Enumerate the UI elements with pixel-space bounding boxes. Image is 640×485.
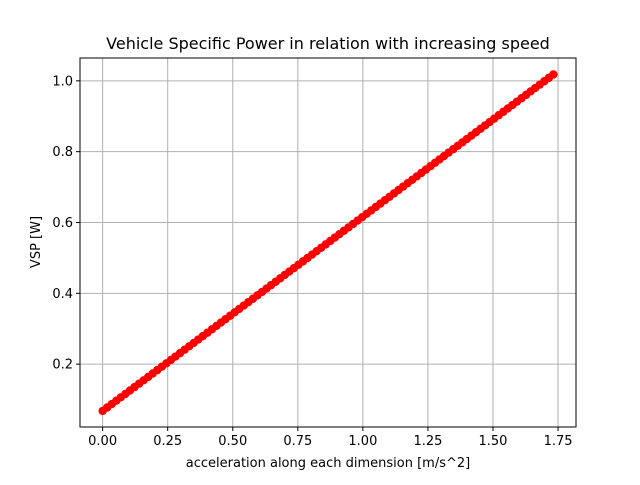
- x-tick-label: 1.00: [348, 434, 377, 449]
- grid-layer: [80, 58, 576, 427]
- x-axis-label: acceleration along each dimension [m/s^2…: [186, 456, 470, 471]
- x-tick-label: 1.50: [479, 434, 508, 449]
- x-tick-label: 0.25: [153, 434, 182, 449]
- x-tick-label: 0.75: [283, 434, 312, 449]
- y-tick-label: 0.6: [52, 216, 73, 231]
- y-tick-label: 1.0: [52, 74, 73, 89]
- x-tick-label: 0.50: [218, 434, 247, 449]
- y-axis-label: VSP [W]: [29, 216, 44, 268]
- tick-layer: 0.00 0.25 0.50 0.75 1.00 1.25 1.50 1.75 0.2 0.4 0.…: [52, 74, 572, 449]
- y-tick-label: 0.8: [52, 145, 73, 160]
- plot-frame: [79, 57, 577, 428]
- data-layer: [98, 70, 558, 416]
- x-tick-label: 1.75: [544, 434, 573, 449]
- y-tick-label: 0.4: [52, 287, 73, 302]
- chart-title: Vehicle Specific Power in relation with …: [106, 34, 550, 53]
- data-point: [549, 70, 558, 79]
- x-tick-label: 1.25: [413, 434, 442, 449]
- y-tick-label: 0.2: [52, 358, 73, 373]
- x-tick-label: 0.00: [88, 434, 117, 449]
